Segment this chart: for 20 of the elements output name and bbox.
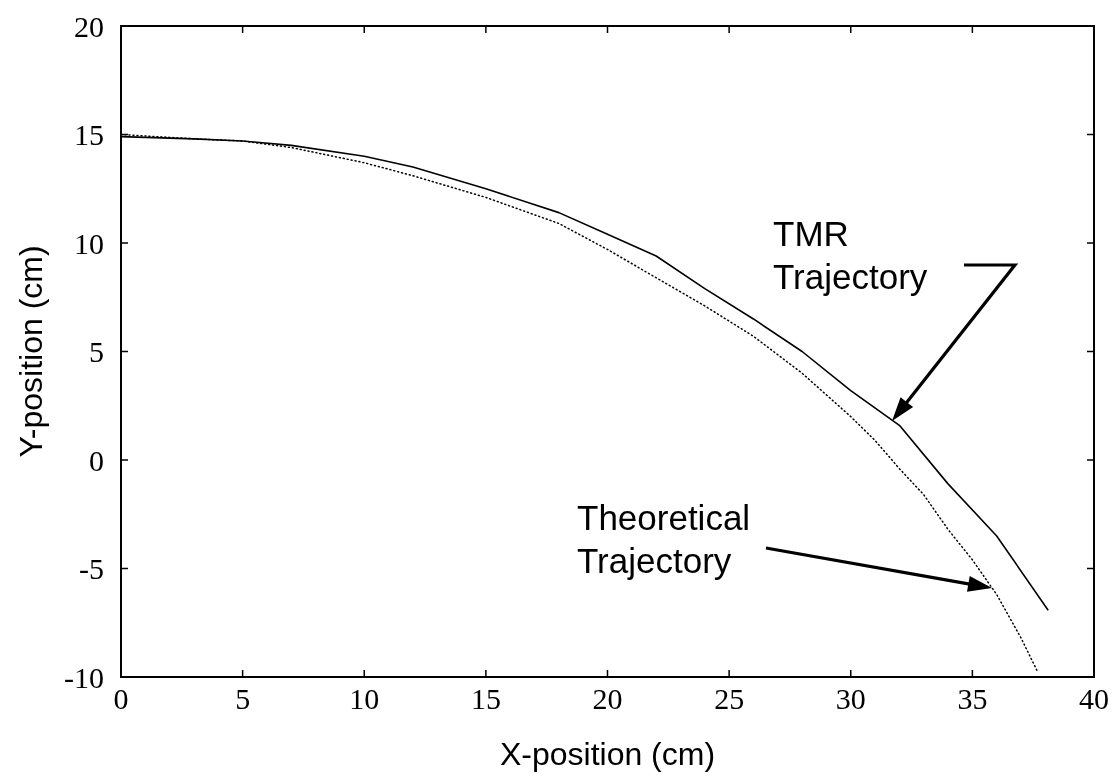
x-tick-label: 30 <box>835 682 866 715</box>
y-tick-label: -5 <box>79 552 104 585</box>
y-tick-label: 20 <box>74 9 104 43</box>
x-tick-label: 35 <box>957 682 988 715</box>
x-tick-label: 5 <box>235 682 251 715</box>
annotation: Theoretical Trajectory <box>577 498 751 580</box>
x-tick-label: 15 <box>470 682 501 715</box>
y-tick-label: 15 <box>74 118 104 151</box>
y-tick-label: 5 <box>89 335 104 368</box>
x-tick-label: 10 <box>349 682 380 715</box>
x-axis-title: X-position (cm) <box>499 736 716 772</box>
y-tick-label: -10 <box>64 660 104 694</box>
x-tick-label: 40 <box>1079 682 1109 715</box>
annotation: TMR Trajectory <box>773 214 928 296</box>
x-tick-label: 25 <box>714 682 745 715</box>
y-axis-title: Y-position (cm) <box>13 245 49 458</box>
y-tick-label: 10 <box>74 226 104 260</box>
x-tick-label: 20 <box>592 682 623 715</box>
y-tick-label: 0 <box>89 443 104 477</box>
x-tick-label: 0 <box>113 682 129 715</box>
